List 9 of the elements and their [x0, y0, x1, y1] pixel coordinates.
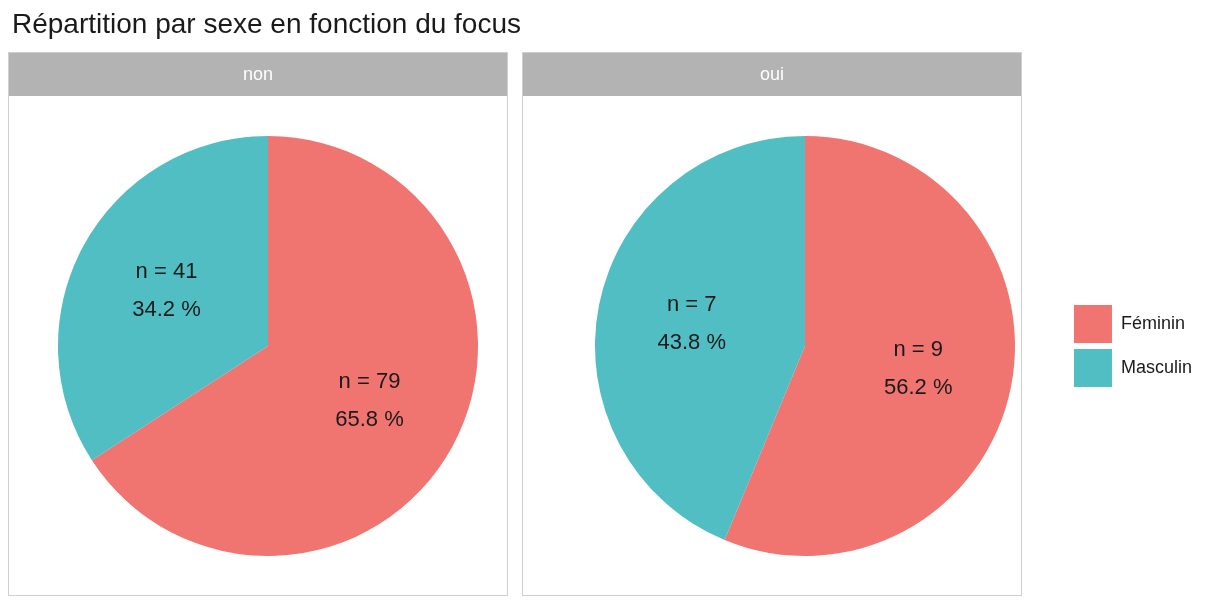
data-label: n = 9 56.2 % [884, 335, 953, 399]
chart-title: Répartition par sexe en fonction du focus [12, 8, 522, 40]
legend-label: Masculin [1120, 356, 1193, 377]
legend-label: Féminin [1120, 312, 1186, 333]
data-label: n = 79 65.8 % [335, 368, 404, 432]
data-label: n = 41 34.2 % [132, 257, 201, 321]
data-label: n = 7 43.8 % [657, 290, 726, 354]
chart-subtitle: non [8, 52, 508, 96]
chart-subtitle: oui [522, 52, 1022, 96]
